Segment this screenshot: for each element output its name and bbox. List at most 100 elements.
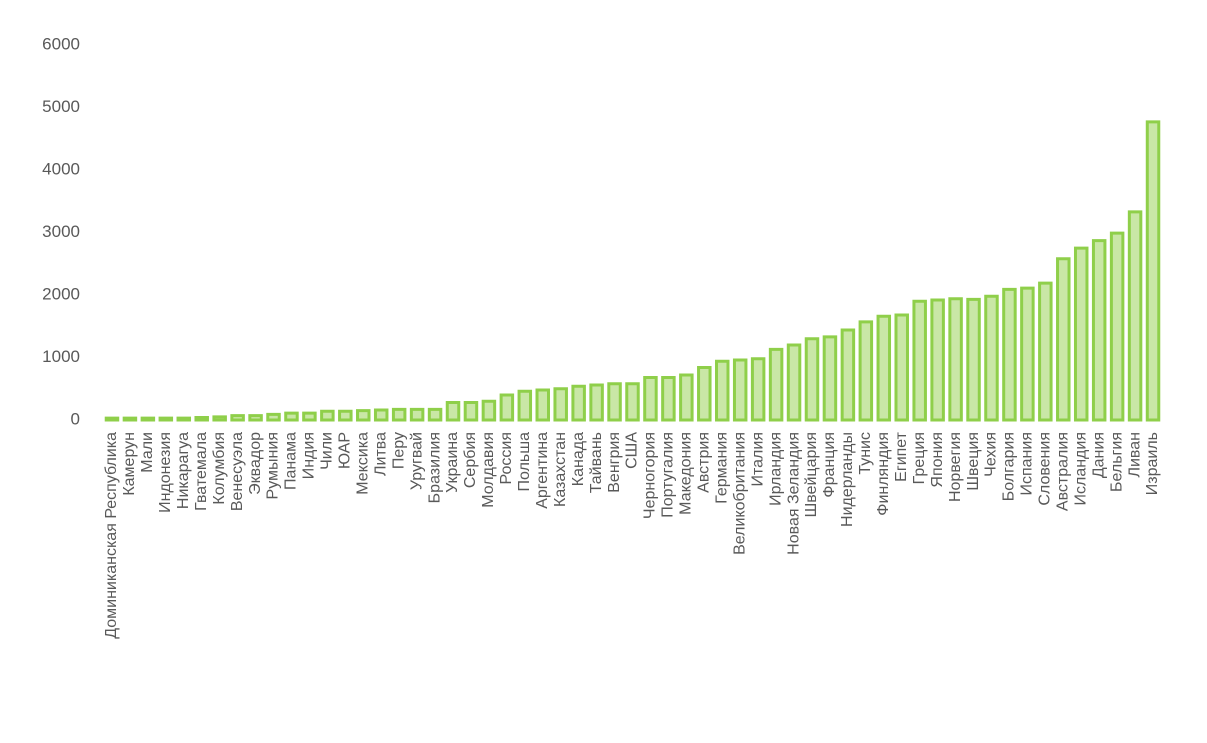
bar [140,416,156,422]
bar [230,414,245,422]
bar [553,387,568,422]
x-tick-label: Новая Зеландия [785,432,802,555]
bar [284,411,299,422]
bar [427,407,443,422]
x-tick-label: Венгрия [606,432,623,493]
bar [822,335,838,422]
bar [1109,231,1125,422]
bar [894,313,909,422]
x-tick-label: Панама [283,432,300,490]
x-tick-label: Португалия [660,432,677,518]
bar [804,337,820,422]
x-tick-label: Нидерланды [839,432,856,527]
bar [1056,257,1071,422]
bar [768,347,784,422]
x-tick-label: Австралия [1054,432,1071,511]
x-tick-label: Украина [444,432,461,493]
bar [984,294,999,422]
bar [876,314,892,422]
bar [1145,120,1161,422]
y-tick-label: 0 [71,409,80,428]
x-tick-label: Черногория [642,432,659,519]
bar [571,384,586,422]
bar [535,388,550,422]
x-tick-label: Австрия [696,432,713,493]
x-tick-label: Германия [713,432,730,504]
x-tick-label: Бразилия [426,432,443,503]
bar [912,299,927,422]
x-tick-label: Болгария [1001,432,1018,501]
x-tick-label: Литва [372,432,389,476]
bar [338,409,353,422]
x-tick-label: Индия [301,432,318,479]
x-tick-label: Израиль [1144,432,1161,495]
bar [643,376,658,422]
bar [320,409,335,422]
x-tick-label: Камерун [121,432,138,496]
bar [858,320,874,422]
bar [481,399,497,422]
bar [840,328,856,422]
bar [391,407,407,422]
x-tick-label: Ирландия [767,432,784,506]
x-tick-label: Норвегия [947,432,964,502]
bar [373,408,389,422]
bar [176,416,192,422]
x-tick-label: Венесуэла [229,432,246,511]
bar [1073,246,1089,422]
bar [750,357,766,422]
bar [266,412,281,422]
bar [409,407,425,422]
y-tick-label: 4000 [42,159,80,178]
y-tick-label: 2000 [42,284,80,303]
bar [1091,239,1107,422]
bar [445,401,461,422]
x-tick-label: Финляндия [875,432,892,516]
bar [122,416,138,422]
bar [463,401,479,422]
bar [786,343,802,422]
x-tick-label: Дания [1090,432,1107,478]
x-tick-label: Сербия [462,432,479,488]
x-tick-label: Швеция [965,432,982,491]
x-tick-label: Доминиканская Республика [103,432,120,639]
y-tick-label: 1000 [42,347,80,366]
x-tick-label: Мексика [354,432,371,495]
x-tick-label: Великобритания [731,432,748,555]
x-tick-label: Молдавия [480,432,497,508]
x-tick-label: Эквадор [247,432,264,495]
x-tick-label: Уругвай [408,432,425,490]
bar [732,358,748,422]
x-tick-label: Россия [498,432,515,484]
x-tick-label: Чили [319,432,336,470]
bar [1038,281,1053,422]
x-tick-label: Япония [929,432,946,488]
y-tick-label: 5000 [42,97,80,116]
x-tick-label: ЮАР [337,432,354,469]
bar [589,383,604,422]
y-tick-label: 3000 [42,222,80,241]
x-tick-label: Польша [516,432,533,492]
bar [194,416,209,422]
bar [1002,287,1017,422]
bar [625,382,640,422]
x-tick-label: Тунис [857,432,874,475]
bar [930,298,945,422]
bar [715,359,730,422]
x-tick-label: Тайвань [588,432,605,493]
bar [104,416,120,422]
bar [302,411,317,422]
x-tick-label: Ливан [1126,432,1143,478]
x-tick-label: Исландия [1072,432,1089,506]
x-tick-label: Мали [139,432,156,473]
bar [1020,286,1035,422]
x-tick-label: Казахстан [552,432,569,507]
x-tick-label: Франция [821,432,838,498]
bar [248,414,263,422]
x-tick-label: Словения [1037,432,1054,506]
bar [499,393,515,422]
bar [697,366,712,422]
x-tick-label: Греция [911,432,928,484]
y-tick-label: 6000 [42,34,80,53]
bar [661,376,676,422]
